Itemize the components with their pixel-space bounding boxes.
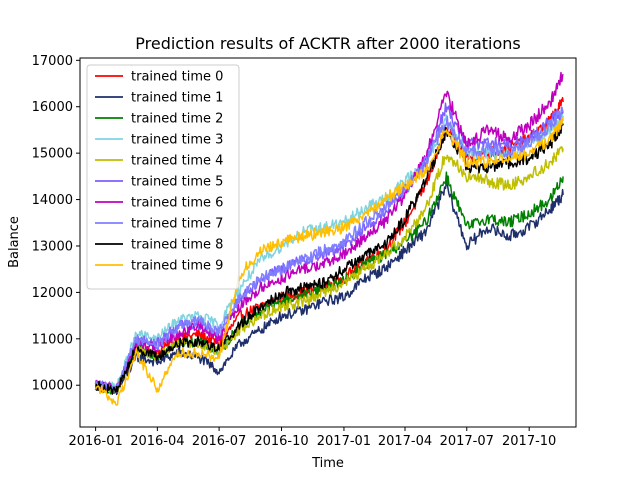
legend-box: [86, 64, 240, 290]
legend: trained time 0 trained time 1 trained time…: [86, 64, 240, 290]
x-tick-label: 2016-07: [192, 434, 246, 449]
y-tick-label: 14000: [32, 193, 73, 208]
plot-frame: [79, 57, 577, 428]
y-tick-label: 10000: [32, 379, 73, 394]
y-tick-label: 17000: [32, 54, 73, 69]
chart-title: Prediction results of ACKTR after 2000 i…: [135, 34, 521, 53]
x-axis-title: Time: [311, 456, 344, 471]
legend-label-0: trained time 0: [131, 70, 223, 85]
series-line-7: [94, 106, 564, 393]
x-tick-label: 2017-01: [317, 434, 371, 449]
series-line-4: [94, 146, 564, 395]
x-tick-label: 2016-01: [68, 434, 122, 449]
series-line-1: [94, 181, 564, 396]
legend-label-5: trained time 5: [131, 175, 223, 190]
series-line-8: [94, 122, 564, 395]
x-tick-label: 2017-04: [378, 434, 432, 449]
x-tick-label: 2017-10: [502, 434, 556, 449]
series-line-6: [95, 71, 564, 394]
legend-label-6: trained time 6: [131, 196, 223, 211]
legend-label-1: trained time 1: [131, 91, 223, 106]
x-axis: 2016-01 2016-04 2016-07 2016-10 2017-01 2017-…: [68, 427, 556, 449]
y-axis: 10000 11000 12000 13000 14000 15000 16000 17000: [32, 54, 80, 394]
legend-label-8: trained time 8: [131, 238, 223, 253]
y-tick-label: 15000: [32, 147, 73, 162]
y-tick-label: 13000: [32, 239, 73, 254]
legend-label-2: trained time 2: [131, 112, 223, 127]
series-line-9: [94, 116, 564, 406]
y-tick-label: 12000: [32, 286, 73, 301]
y-tick-label: 16000: [32, 100, 73, 115]
x-tick-label: 2016-04: [130, 434, 184, 449]
plot-area: [94, 71, 564, 406]
legend-label-7: trained time 7: [131, 217, 223, 232]
legend-label-3: trained time 3: [131, 133, 223, 148]
x-tick-label: 2016-10: [254, 434, 308, 449]
legend-label-4: trained time 4: [131, 154, 223, 169]
x-tick-label: 2017-07: [440, 434, 494, 449]
legend-label-9: trained time 9: [131, 259, 223, 274]
y-tick-label: 11000: [32, 332, 73, 347]
y-axis-title: Balance: [7, 216, 22, 268]
